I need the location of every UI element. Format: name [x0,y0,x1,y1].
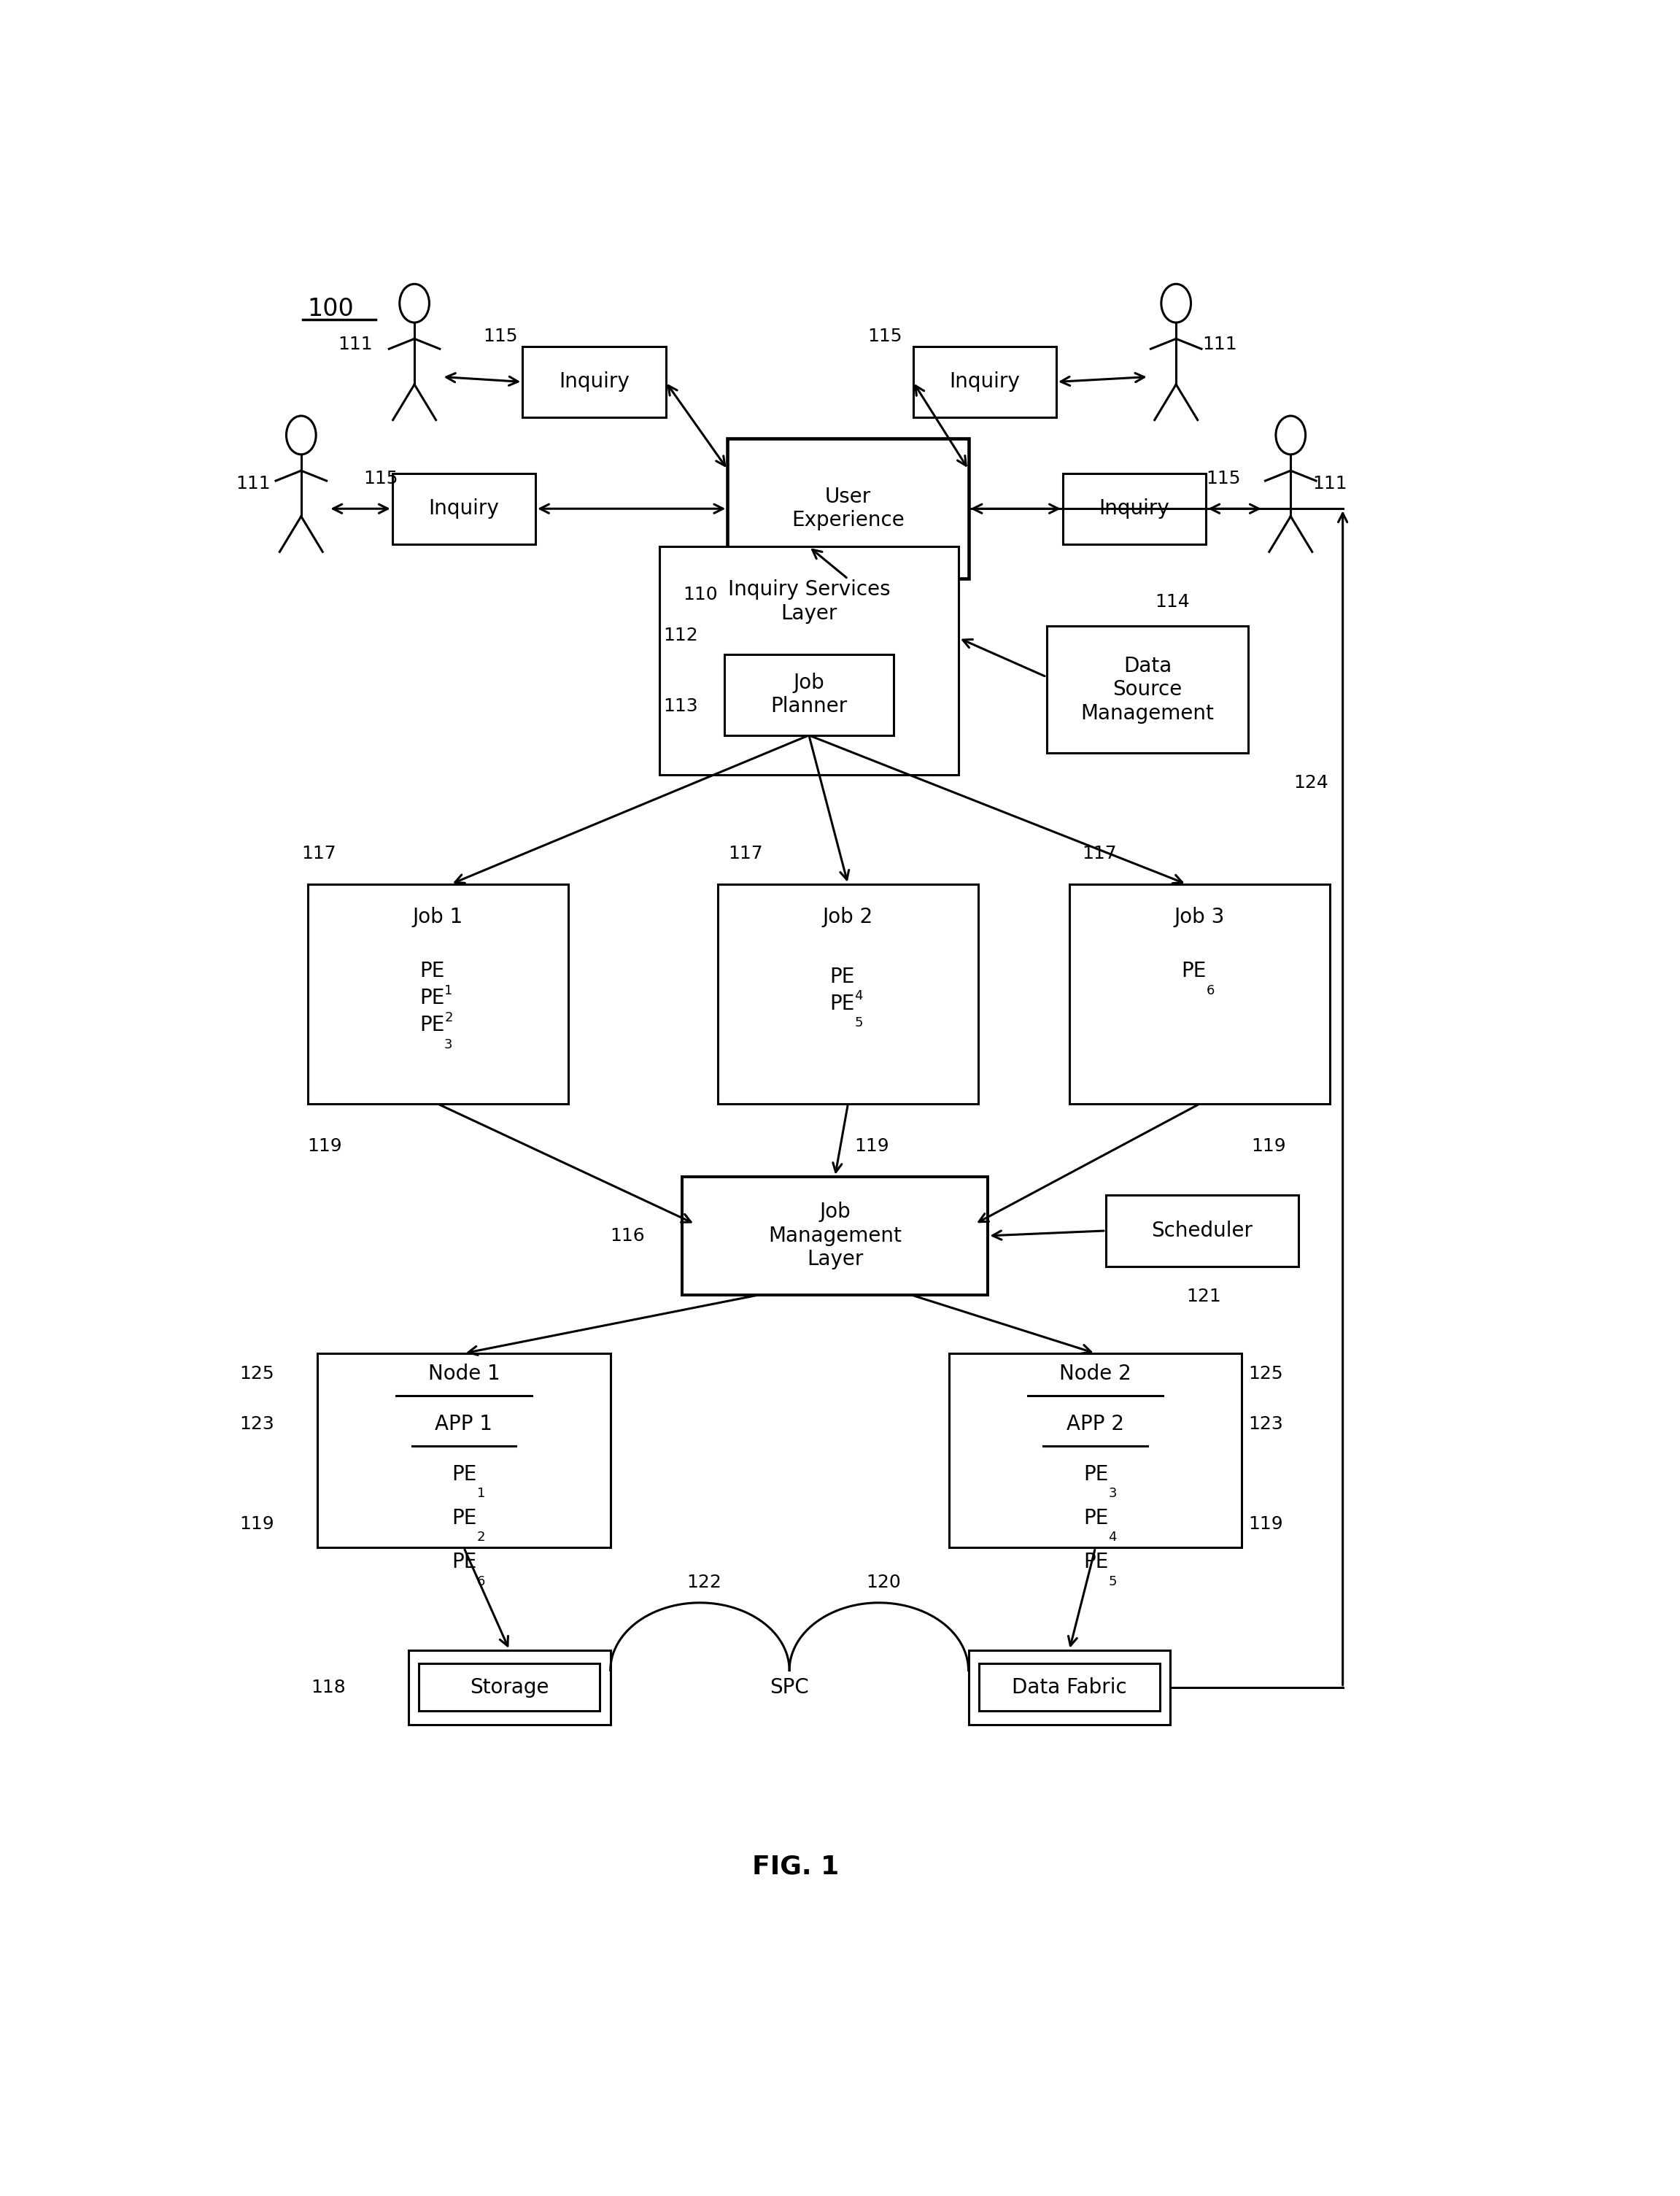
FancyBboxPatch shape [418,1665,600,1711]
Text: 117: 117 [1082,845,1117,863]
Text: 119: 119 [855,1138,889,1155]
Text: Node 1: Node 1 [428,1364,501,1383]
FancyBboxPatch shape [1105,1195,1299,1267]
Text: PE: PE [1181,962,1206,982]
Text: 121: 121 [1186,1287,1221,1304]
Text: Job 3: Job 3 [1174,907,1225,927]
Text: 6: 6 [1206,984,1215,997]
FancyBboxPatch shape [717,885,978,1105]
Text: 123: 123 [239,1416,274,1434]
FancyBboxPatch shape [968,1649,1171,1724]
Text: 112: 112 [664,626,697,643]
FancyBboxPatch shape [393,472,536,545]
Text: 6: 6 [477,1575,486,1588]
Text: Data
Source
Management: Data Source Management [1080,657,1215,722]
FancyBboxPatch shape [949,1353,1242,1548]
Text: 116: 116 [610,1228,645,1245]
Text: Job
Management
Layer: Job Management Layer [768,1201,902,1269]
Text: 111: 111 [1312,474,1347,492]
Text: PE: PE [830,993,855,1015]
Text: 3: 3 [1109,1487,1117,1500]
Text: 119: 119 [1252,1138,1287,1155]
Text: 110: 110 [682,586,717,604]
Text: 118: 118 [311,1678,346,1695]
Text: PE: PE [1084,1553,1109,1572]
FancyBboxPatch shape [979,1665,1159,1711]
Text: PE: PE [830,966,855,986]
Text: Job 1: Job 1 [413,907,464,927]
Text: Data Fabric: Data Fabric [1011,1678,1127,1698]
FancyBboxPatch shape [1047,626,1248,753]
Text: 124: 124 [1294,773,1329,791]
Text: Inquiry: Inquiry [1099,498,1169,518]
Text: 122: 122 [687,1575,722,1592]
Text: 100: 100 [307,296,354,321]
Text: PE: PE [420,1015,444,1037]
FancyBboxPatch shape [307,885,568,1105]
Text: 119: 119 [307,1138,343,1155]
Text: PE: PE [420,988,444,1008]
Text: 115: 115 [867,327,902,345]
Text: Node 2: Node 2 [1060,1364,1131,1383]
Text: 111: 111 [338,336,373,354]
Text: Storage: Storage [470,1678,549,1698]
Text: 115: 115 [1206,470,1242,488]
Text: Inquiry: Inquiry [428,498,499,518]
Text: 123: 123 [1248,1416,1284,1434]
FancyBboxPatch shape [682,1177,988,1296]
Text: 115: 115 [484,327,517,345]
Text: PE: PE [420,962,444,982]
Text: Scheduler: Scheduler [1151,1221,1253,1241]
Text: 125: 125 [239,1366,274,1381]
Text: 117: 117 [727,845,763,863]
Text: 111: 111 [235,474,270,492]
Text: 117: 117 [301,845,336,863]
Text: 2: 2 [444,1010,452,1023]
Text: 113: 113 [664,698,697,716]
Text: PE: PE [452,1509,477,1528]
Text: Job 2: Job 2 [823,907,874,927]
FancyBboxPatch shape [724,654,894,736]
FancyBboxPatch shape [727,439,968,580]
Text: 4: 4 [1109,1531,1117,1544]
Text: PE: PE [452,1465,477,1484]
Text: 125: 125 [1248,1366,1284,1381]
Text: Inquiry Services
Layer: Inquiry Services Layer [727,580,890,624]
FancyBboxPatch shape [1070,885,1331,1105]
Text: APP 1: APP 1 [435,1414,492,1434]
FancyBboxPatch shape [318,1353,610,1548]
Text: Inquiry: Inquiry [949,371,1020,393]
FancyBboxPatch shape [659,547,959,775]
Text: 111: 111 [1203,336,1236,354]
Text: Inquiry: Inquiry [559,371,630,393]
Text: 1: 1 [477,1487,486,1500]
Text: 119: 119 [239,1515,274,1533]
Text: FIG. 1: FIG. 1 [753,1853,840,1880]
Text: 114: 114 [1156,593,1189,610]
FancyBboxPatch shape [408,1649,610,1724]
Text: 1: 1 [444,984,452,997]
FancyBboxPatch shape [522,347,665,417]
Text: PE: PE [1084,1465,1109,1484]
Text: 119: 119 [1248,1515,1284,1533]
Text: SPC: SPC [769,1678,810,1698]
Text: 115: 115 [363,470,398,488]
Text: PE: PE [1084,1509,1109,1528]
Text: User
Experience: User Experience [791,488,904,531]
Text: PE: PE [452,1553,477,1572]
Text: 2: 2 [477,1531,486,1544]
Text: 3: 3 [444,1039,452,1052]
Text: 5: 5 [855,1017,864,1030]
Text: APP 2: APP 2 [1067,1414,1124,1434]
Text: 4: 4 [855,988,864,1001]
Text: Job
Planner: Job Planner [771,672,847,716]
Text: 120: 120 [865,1575,900,1592]
FancyBboxPatch shape [1063,472,1206,545]
Text: 5: 5 [1109,1575,1117,1588]
FancyBboxPatch shape [914,347,1057,417]
